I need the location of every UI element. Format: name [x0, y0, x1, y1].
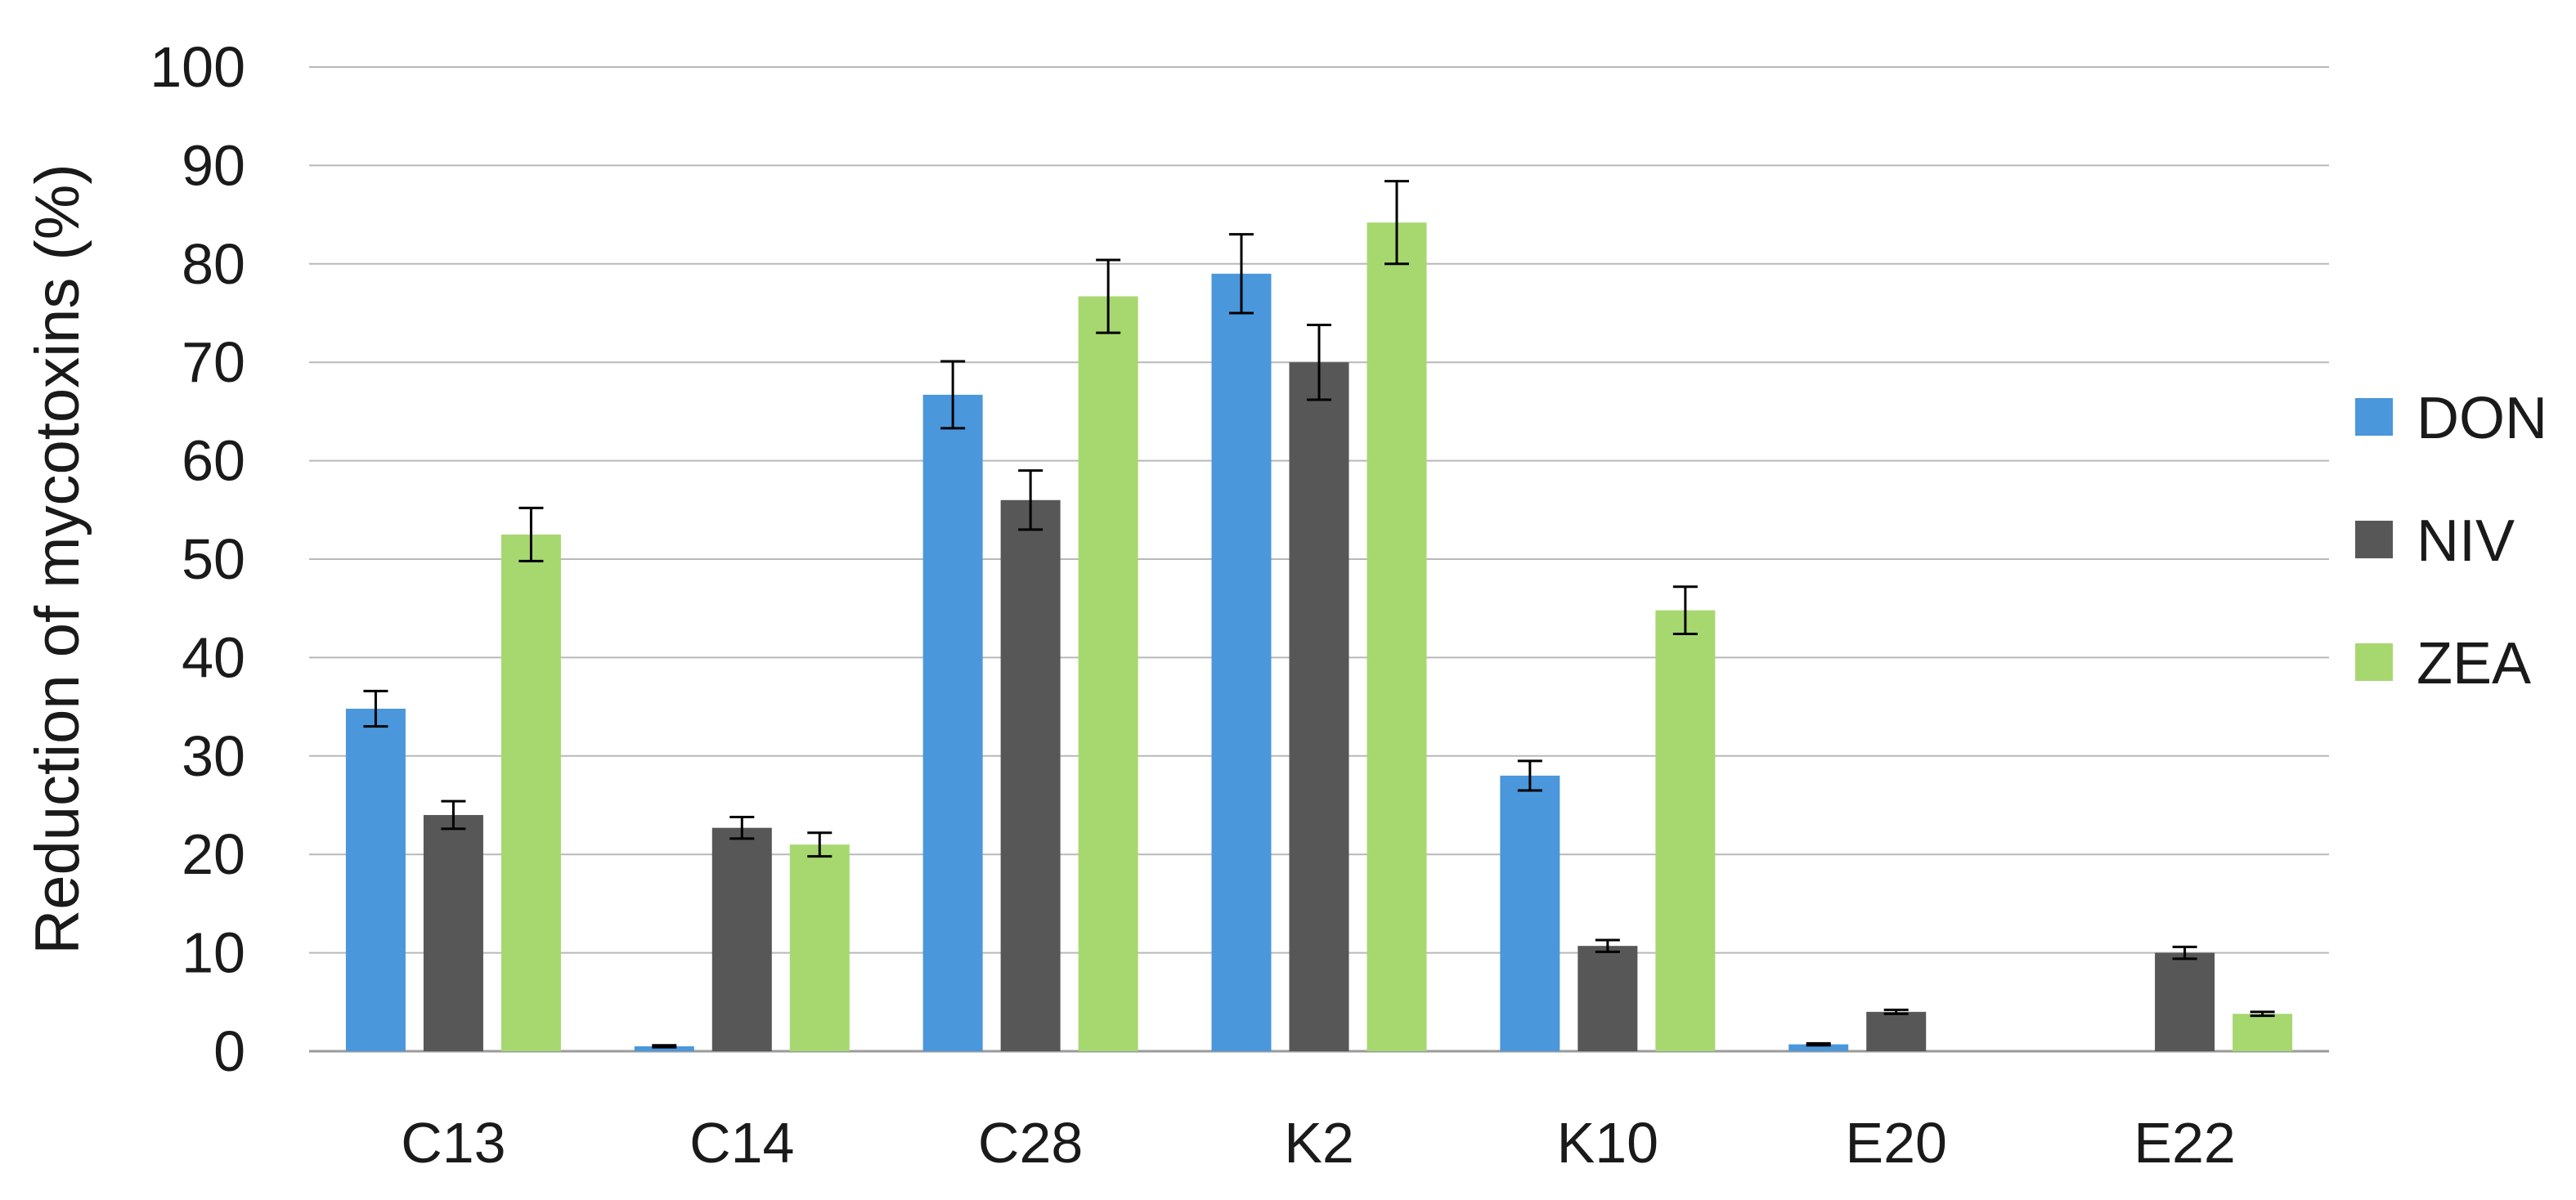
x-tick-label: C13 — [401, 1111, 505, 1175]
x-tick-label: K10 — [1557, 1111, 1659, 1175]
error-bars — [363, 180, 2275, 1049]
bar-niv-k10 — [1577, 946, 1638, 1051]
legend: DON NIV ZEA — [2355, 386, 2547, 696]
bar-zea-c13 — [500, 534, 561, 1051]
x-tick-label: E20 — [1845, 1111, 1947, 1175]
bar-niv-c14 — [711, 827, 772, 1051]
y-tick-label: 90 — [182, 133, 245, 197]
legend-label-niv: NIV — [2417, 508, 2515, 574]
x-tick-labels: C13 C14 C28 K2 K10 E20 E22 — [401, 1111, 2236, 1175]
legend-label-don: DON — [2417, 386, 2547, 451]
y-tick-label: 40 — [182, 625, 245, 689]
y-tick-label: 0 — [213, 1019, 245, 1083]
bar-don-c14 — [634, 1046, 694, 1051]
bar-don-e20 — [1788, 1044, 1849, 1051]
bar-niv-k2 — [1289, 362, 1349, 1051]
bar-niv-e22 — [2155, 952, 2215, 1051]
bar-zea-k10 — [1655, 610, 1716, 1051]
legend-swatch-zea — [2355, 643, 2393, 681]
bar-zea-c28 — [1078, 296, 1138, 1052]
x-tick-label: C28 — [978, 1111, 1083, 1175]
bars — [345, 222, 2293, 1052]
y-tick-label: 50 — [182, 527, 245, 591]
y-tick-label: 80 — [182, 232, 245, 296]
y-tick-label: 20 — [182, 822, 245, 886]
legend-label-zea: ZEA — [2417, 631, 2531, 696]
y-axis-label: Reduction of mycotoxins (%) — [23, 163, 92, 954]
bar-don-k10 — [1500, 775, 1560, 1051]
legend-swatch-don — [2355, 398, 2393, 436]
x-tick-label: C14 — [689, 1111, 794, 1175]
y-tick-label: 30 — [182, 724, 245, 788]
bar-don-k2 — [1211, 273, 1272, 1052]
legend-swatch-niv — [2355, 521, 2393, 558]
bar-zea-e22 — [2233, 1014, 2293, 1051]
bar-niv-e20 — [1866, 1011, 1927, 1051]
y-tick-label: 60 — [182, 429, 245, 493]
bar-niv-c13 — [423, 815, 483, 1051]
bar-don-c13 — [345, 709, 406, 1051]
x-tick-label: K2 — [1284, 1111, 1354, 1175]
y-tick-labels: 0 10 20 30 40 50 60 70 80 90 100 — [150, 35, 245, 1083]
y-tick-label: 10 — [182, 921, 245, 985]
x-tick-label: E22 — [2134, 1111, 2236, 1175]
bar-don-c28 — [922, 394, 983, 1051]
bar-zea-k2 — [1367, 222, 1427, 1051]
bar-niv-c28 — [1000, 499, 1061, 1051]
y-tick-label: 100 — [150, 35, 245, 99]
bar-zea-c14 — [789, 844, 850, 1051]
y-tick-label: 70 — [182, 330, 245, 394]
